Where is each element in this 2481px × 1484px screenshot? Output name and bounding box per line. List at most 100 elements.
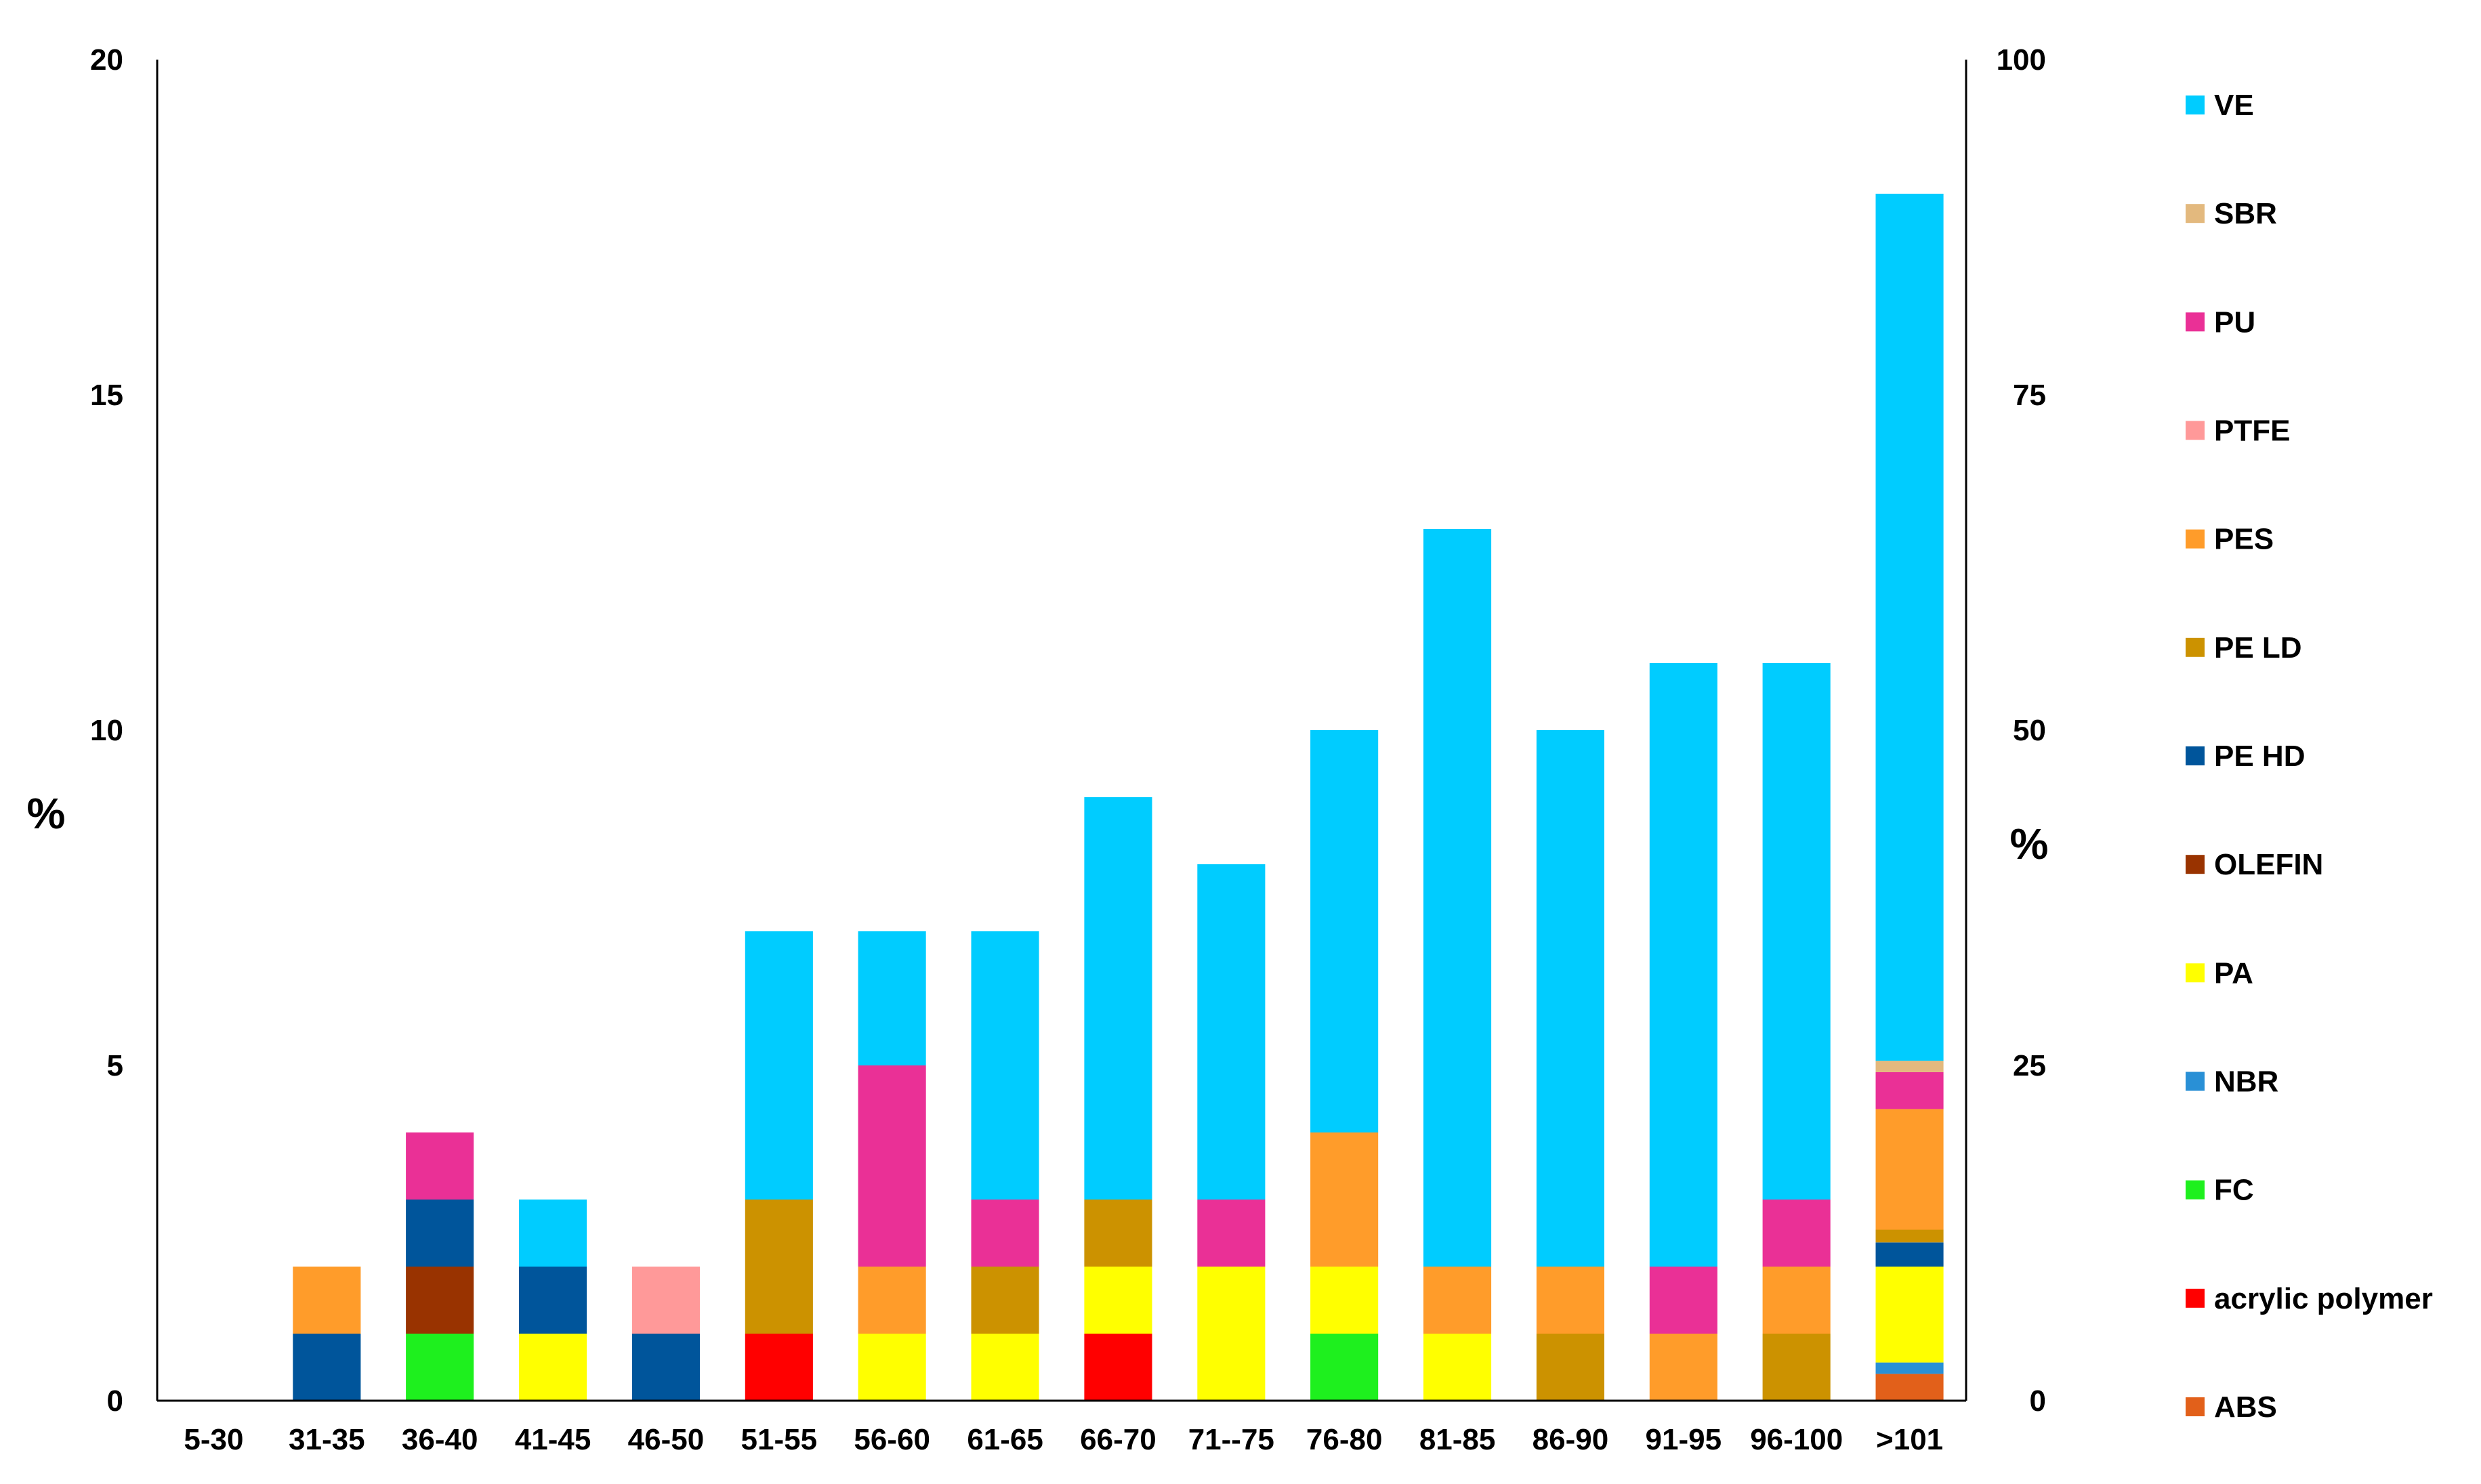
bar-segment-10-13 xyxy=(1197,864,1266,1200)
bar-segment-15-8 xyxy=(1762,1334,1831,1401)
bar-segment-4-7 xyxy=(519,1267,587,1334)
bar-segment-10-5 xyxy=(1197,1267,1266,1401)
bar-segment-7-9 xyxy=(858,1267,926,1334)
x-ticks: 5-30 31-35 36-40 41-45 46-50 51-55 56-60 61-65 6… xyxy=(184,1423,1943,1456)
bar-segment-4-5 xyxy=(519,1334,587,1401)
legend-label: acrylic polymer xyxy=(2214,1282,2433,1315)
y-tick-label: 20 xyxy=(90,43,123,77)
legend-label: FC xyxy=(2214,1174,2254,1207)
x-tick-label: 71--75 xyxy=(1188,1423,1274,1456)
y2-tick-label: 75 xyxy=(2013,379,2046,412)
legend-swatch xyxy=(2186,312,2205,332)
bar-segment-3-3 xyxy=(406,1334,474,1401)
bar-segment-8-8 xyxy=(971,1267,1039,1334)
bar-segment-16-13 xyxy=(1875,194,1944,1061)
x-tick-label: 41-45 xyxy=(515,1423,591,1456)
legend-label: PE LD xyxy=(2214,631,2302,664)
x-tick-label: 76-80 xyxy=(1306,1423,1383,1456)
bar-segment-9-13 xyxy=(1084,797,1152,1200)
legend-swatch xyxy=(2186,746,2205,765)
bar-segment-9-5 xyxy=(1084,1267,1152,1334)
bar-segment-7-13 xyxy=(858,931,926,1065)
legend-swatch xyxy=(2186,529,2205,549)
legend-swatch xyxy=(2186,421,2205,440)
bar-segment-7-11 xyxy=(858,1065,926,1267)
y-tick-label: 5 xyxy=(107,1049,123,1082)
x-tick-label: 66-70 xyxy=(1080,1423,1156,1456)
x-tick-label: 46-50 xyxy=(628,1423,705,1456)
bar-segment-16-9 xyxy=(1875,1109,1944,1230)
x-tick-label: 36-40 xyxy=(402,1423,478,1456)
legend-label: NBR xyxy=(2214,1065,2278,1099)
x-tick-label: 56-60 xyxy=(854,1423,930,1456)
bar-segment-14-13 xyxy=(1649,663,1717,1267)
left-y-ticks: 0 5 10 15 20 xyxy=(90,43,123,1418)
x-tick-label: 61-65 xyxy=(967,1423,1043,1456)
bar-segment-13-13 xyxy=(1536,730,1604,1267)
bar-segment-5-10 xyxy=(631,1267,700,1334)
bar-segment-9-2 xyxy=(1084,1334,1152,1401)
right-y-ticks: 0 25 50 75 100 xyxy=(1997,43,2046,1418)
legend-swatch xyxy=(2186,96,2205,114)
legend-label: OLEFIN xyxy=(2214,848,2323,881)
bar-segment-12-9 xyxy=(1423,1267,1492,1334)
bar-segment-11-13 xyxy=(1310,730,1379,1132)
bar-segment-15-13 xyxy=(1762,663,1831,1200)
x-tick-label: 51-55 xyxy=(741,1423,818,1456)
y-tick-label: 10 xyxy=(90,714,123,747)
bar-segment-13-8 xyxy=(1536,1334,1604,1401)
legend-label: PA xyxy=(2214,956,2253,990)
right-y-axis-label: % xyxy=(2010,820,2049,868)
legend-swatch xyxy=(2186,1180,2205,1200)
bar-segment-16-8 xyxy=(1875,1229,1944,1243)
x-tick-label: 5-30 xyxy=(184,1423,243,1456)
legend-swatch xyxy=(2186,855,2205,874)
bar-segment-16-11 xyxy=(1875,1072,1944,1109)
x-tick-label: 91-95 xyxy=(1646,1423,1722,1456)
legend-label: PE HD xyxy=(2214,740,2305,773)
x-tick-label: 81-85 xyxy=(1419,1423,1496,1456)
bar-segment-3-11 xyxy=(406,1132,474,1200)
bar-segment-13-9 xyxy=(1536,1267,1604,1334)
bars-layer xyxy=(293,194,1944,1401)
bar-segment-16-1 xyxy=(1875,1374,1944,1401)
y-tick-label: 15 xyxy=(90,379,123,412)
bar-segment-16-5 xyxy=(1875,1267,1944,1363)
bar-segment-6-8 xyxy=(745,1200,813,1334)
y2-tick-label: 50 xyxy=(2013,714,2046,747)
bar-segment-4-13 xyxy=(519,1200,587,1267)
legend-swatch xyxy=(2186,1397,2205,1416)
bar-segment-2-9 xyxy=(293,1267,361,1334)
legend-swatch xyxy=(2186,1072,2205,1091)
bar-segment-7-5 xyxy=(858,1334,926,1401)
bar-segment-2-7 xyxy=(293,1334,361,1401)
y-tick-label: 0 xyxy=(107,1384,123,1418)
bar-segment-14-11 xyxy=(1649,1267,1717,1334)
legend-swatch xyxy=(2186,637,2205,657)
bar-segment-11-3 xyxy=(1310,1334,1379,1401)
y2-tick-label: 100 xyxy=(1997,43,2046,77)
bar-segment-5-7 xyxy=(631,1334,700,1401)
legend-label: SBR xyxy=(2214,197,2277,230)
legend-label: PU xyxy=(2214,305,2255,339)
legend-swatch xyxy=(2186,1288,2205,1308)
y2-tick-label: 25 xyxy=(2013,1049,2046,1082)
bar-segment-16-4 xyxy=(1875,1362,1944,1374)
y2-tick-label: 0 xyxy=(2030,1384,2046,1418)
bar-segment-16-7 xyxy=(1875,1242,1944,1267)
bar-segment-15-11 xyxy=(1762,1200,1831,1267)
bar-segment-9-8 xyxy=(1084,1200,1152,1267)
bar-segment-3-7 xyxy=(406,1200,474,1267)
bar-segment-10-11 xyxy=(1197,1200,1266,1267)
bar-segment-8-13 xyxy=(971,931,1039,1200)
bar-segment-8-11 xyxy=(971,1200,1039,1267)
bar-segment-12-13 xyxy=(1423,529,1492,1267)
bar-segment-14-9 xyxy=(1649,1334,1717,1401)
legend-label: PTFE xyxy=(2214,415,2290,448)
legend-swatch xyxy=(2186,963,2205,983)
bar-segment-3-6 xyxy=(406,1267,474,1334)
x-tick-label: 96-100 xyxy=(1750,1423,1843,1456)
bar-segment-15-9 xyxy=(1762,1267,1831,1334)
bar-segment-6-2 xyxy=(745,1334,813,1401)
